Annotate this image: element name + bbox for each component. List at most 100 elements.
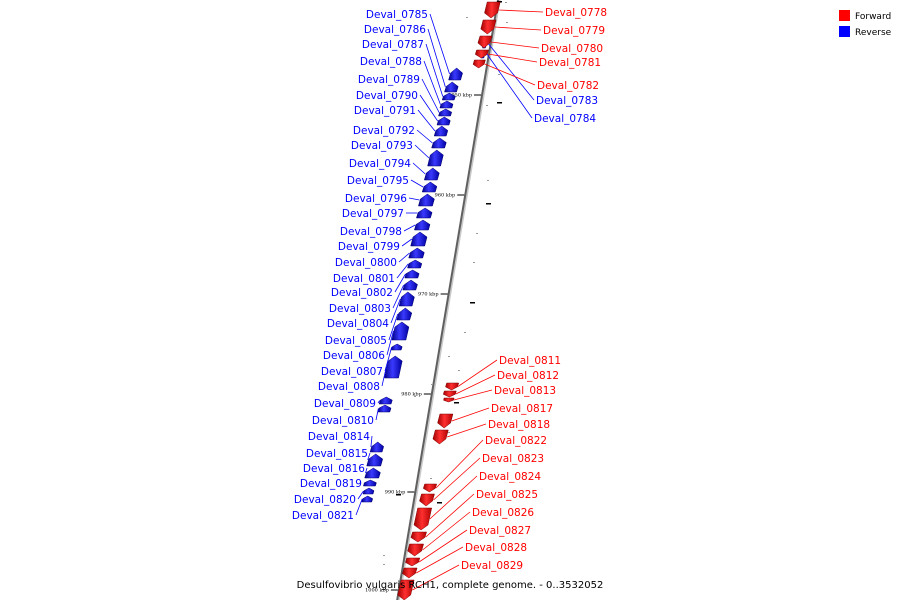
deval-0795-gene-arrow[interactable] bbox=[421, 181, 438, 193]
deval-0821-gene-arrow[interactable] bbox=[361, 495, 373, 503]
deval-0826-gene-arrow[interactable] bbox=[407, 543, 424, 557]
deval-0807-gene-arrow[interactable] bbox=[390, 343, 403, 351]
deval-0817-label[interactable]: Deval_0817 bbox=[491, 403, 553, 415]
deval-0809-label[interactable]: Deval_0809 bbox=[314, 398, 376, 410]
deval-0826-label[interactable]: Deval_0826 bbox=[472, 507, 534, 519]
deval-0810-gene-arrow[interactable] bbox=[377, 404, 392, 413]
deval-0798-label[interactable]: Deval_0798 bbox=[340, 226, 402, 238]
deval-0793-gene-arrow[interactable] bbox=[427, 149, 444, 167]
deval-0828-label[interactable]: Deval_0828 bbox=[465, 542, 527, 554]
deval-0783-label[interactable]: Deval_0783 bbox=[536, 95, 598, 107]
deval-0799-gene-arrow[interactable] bbox=[410, 231, 428, 247]
deval-0815-label[interactable]: Deval_0815 bbox=[306, 448, 368, 460]
deval-0786-label[interactable]: Deval_0786 bbox=[364, 24, 426, 36]
deval-0782-label[interactable]: Deval_0782 bbox=[537, 80, 599, 92]
deval-0827-label[interactable]: Deval_0827 bbox=[469, 525, 531, 537]
deval-0780-gene-arrow[interactable] bbox=[477, 35, 493, 49]
deval-0792-label[interactable]: Deval_0792 bbox=[353, 125, 415, 137]
deval-0804-gene-arrow[interactable] bbox=[398, 291, 415, 307]
deval-0822-label[interactable]: Deval_0822 bbox=[485, 435, 547, 447]
deval-0813-gene-arrow[interactable] bbox=[443, 397, 455, 403]
deval-0793-label[interactable]: Deval_0793 bbox=[351, 140, 413, 152]
deval-0829-gene-arrow[interactable] bbox=[397, 579, 415, 600]
deval-0819-label[interactable]: Deval_0819 bbox=[300, 478, 362, 490]
deval-0812-label[interactable]: Deval_0812 bbox=[497, 370, 559, 382]
deval-0796-gene-arrow[interactable] bbox=[418, 193, 435, 207]
deval-0794-label[interactable]: Deval_0794 bbox=[349, 158, 411, 170]
deval-0797-gene-arrow[interactable] bbox=[416, 207, 433, 219]
deval-0782-gene-arrow[interactable] bbox=[472, 59, 486, 69]
deval-0789-gene-arrow[interactable] bbox=[438, 108, 453, 117]
deval-0781-gene-arrow[interactable] bbox=[475, 49, 489, 59]
deval-0779-label[interactable]: Deval_0779 bbox=[543, 25, 605, 37]
deval-0803-label[interactable]: Deval_0803 bbox=[329, 303, 391, 315]
deval-0806-gene-arrow[interactable] bbox=[391, 321, 410, 341]
deval-0785-gene-arrow[interactable] bbox=[448, 67, 463, 81]
deval-0802-label[interactable]: Deval_0802 bbox=[331, 287, 393, 299]
deval-0813-label[interactable]: Deval_0813 bbox=[494, 385, 556, 397]
deval-0786-gene-arrow[interactable] bbox=[444, 81, 459, 93]
deval-0809-gene-arrow[interactable] bbox=[378, 396, 393, 405]
deval-0784-label[interactable]: Deval_0784 bbox=[534, 113, 596, 125]
deval-0811-gene-arrow[interactable] bbox=[445, 382, 460, 391]
deval-0824-label[interactable]: Deval_0824 bbox=[479, 471, 541, 483]
deval-0808-label[interactable]: Deval_0808 bbox=[318, 381, 380, 393]
deval-0790-gene-arrow[interactable] bbox=[436, 116, 451, 126]
deval-0801-label[interactable]: Deval_0801 bbox=[333, 273, 395, 285]
deval-0806-label[interactable]: Deval_0806 bbox=[323, 350, 385, 362]
deval-0816-gene-arrow[interactable] bbox=[364, 467, 381, 479]
deval-0828-gene-arrow[interactable] bbox=[402, 567, 418, 579]
deval-0822-gene-arrow[interactable] bbox=[423, 483, 438, 493]
deval-0808-gene-arrow[interactable] bbox=[384, 355, 403, 379]
deval-0800-label[interactable]: Deval_0800 bbox=[335, 257, 397, 269]
deval-0788-gene-arrow[interactable] bbox=[439, 100, 454, 109]
deval-0789-label[interactable]: Deval_0789 bbox=[358, 74, 420, 86]
deval-0803-gene-arrow[interactable] bbox=[402, 279, 418, 291]
deval-0798-gene-arrow[interactable] bbox=[414, 219, 431, 231]
deval-0797-label[interactable]: Deval_0797 bbox=[342, 208, 404, 220]
deval-0801-gene-arrow[interactable] bbox=[407, 259, 423, 269]
deval-0818-label[interactable]: Deval_0818 bbox=[488, 419, 550, 431]
deval-0787-label[interactable]: Deval_0787 bbox=[362, 39, 424, 51]
deval-0823-gene-arrow[interactable] bbox=[419, 493, 435, 507]
deval-0810-label[interactable]: Deval_0810 bbox=[312, 415, 374, 427]
deval-0795-label[interactable]: Deval_0795 bbox=[347, 175, 409, 187]
deval-0781-label[interactable]: Deval_0781 bbox=[539, 57, 601, 69]
deval-0814-gene-arrow[interactable] bbox=[369, 441, 384, 453]
deval-0825-gene-arrow[interactable] bbox=[410, 531, 427, 543]
deval-0816-label[interactable]: Deval_0816 bbox=[303, 463, 365, 475]
deval-0791-label[interactable]: Deval_0791 bbox=[354, 105, 416, 117]
deval-0794-gene-arrow[interactable] bbox=[423, 167, 440, 181]
deval-0780-label[interactable]: Deval_0780 bbox=[541, 43, 603, 55]
deval-0805-label[interactable]: Deval_0805 bbox=[325, 335, 387, 347]
deval-0802-gene-arrow[interactable] bbox=[404, 269, 420, 279]
deval-0805-gene-arrow[interactable] bbox=[396, 307, 413, 321]
deval-0829-label[interactable]: Deval_0829 bbox=[461, 560, 523, 572]
deval-0827-gene-arrow[interactable] bbox=[405, 557, 421, 567]
deval-0817-gene-arrow[interactable] bbox=[437, 413, 454, 429]
deval-0815-gene-arrow[interactable] bbox=[366, 453, 383, 467]
deval-0824-gene-arrow[interactable] bbox=[413, 507, 433, 531]
deval-0785-label[interactable]: Deval_0785 bbox=[366, 9, 428, 21]
deval-0778-label[interactable]: Deval_0778 bbox=[545, 7, 607, 19]
deval-0812-gene-arrow[interactable] bbox=[442, 390, 457, 398]
deval-0792-gene-arrow[interactable] bbox=[431, 137, 447, 149]
deval-0823-label[interactable]: Deval_0823 bbox=[482, 453, 544, 465]
deval-0778-gene-arrow[interactable] bbox=[484, 1, 501, 19]
deval-0779-gene-arrow[interactable] bbox=[480, 19, 497, 35]
deval-0788-label[interactable]: Deval_0788 bbox=[360, 56, 422, 68]
deval-0814-label[interactable]: Deval_0814 bbox=[308, 431, 370, 443]
deval-0787-gene-arrow[interactable] bbox=[441, 92, 456, 101]
deval-0818-gene-arrow[interactable] bbox=[432, 429, 449, 445]
deval-0811-label[interactable]: Deval_0811 bbox=[499, 355, 561, 367]
deval-0800-gene-arrow[interactable] bbox=[408, 247, 425, 259]
deval-0820-gene-arrow[interactable] bbox=[362, 487, 375, 495]
deval-0799-label[interactable]: Deval_0799 bbox=[338, 241, 400, 253]
deval-0796-label[interactable]: Deval_0796 bbox=[345, 193, 407, 205]
deval-0807-label[interactable]: Deval_0807 bbox=[321, 366, 383, 378]
deval-0790-label[interactable]: Deval_0790 bbox=[356, 90, 418, 102]
deval-0791-gene-arrow[interactable] bbox=[433, 125, 449, 137]
deval-0819-gene-arrow[interactable] bbox=[363, 479, 377, 487]
deval-0820-label[interactable]: Deval_0820 bbox=[294, 494, 356, 506]
deval-0821-label[interactable]: Deval_0821 bbox=[292, 510, 354, 522]
